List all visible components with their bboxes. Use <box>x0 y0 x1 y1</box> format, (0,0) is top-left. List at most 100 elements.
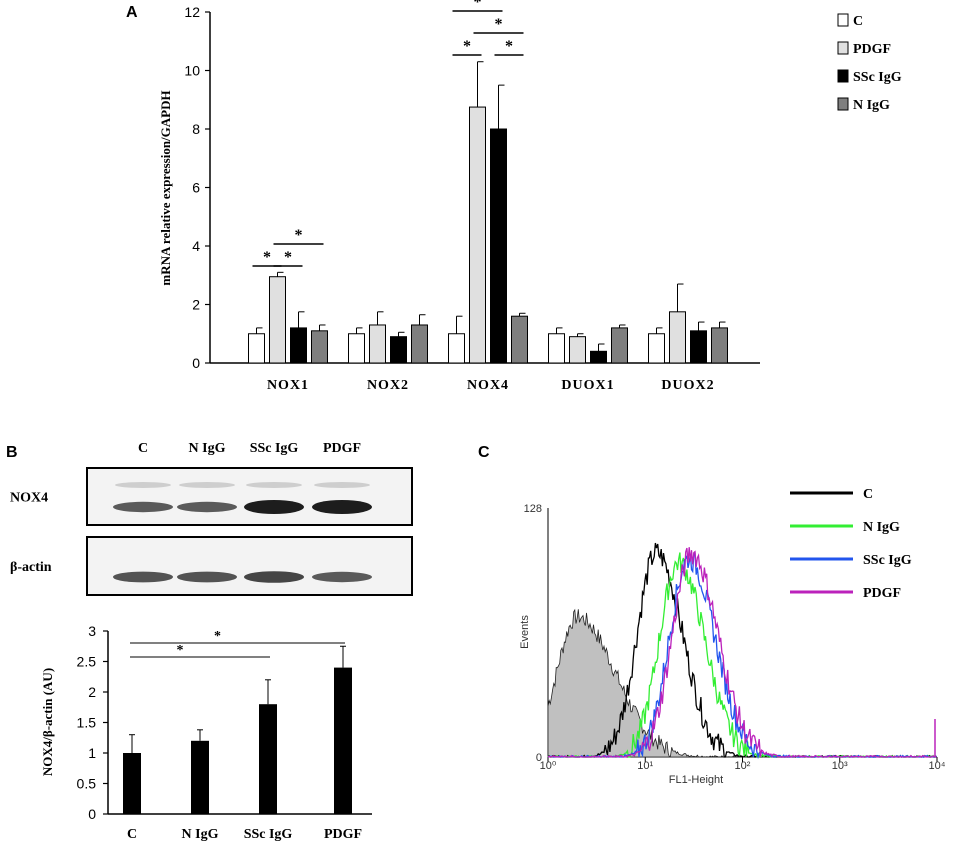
bar-pdgf <box>334 667 352 814</box>
panel-b-y-tick-label: 1.5 <box>77 715 97 731</box>
blot-band-nox4 <box>312 500 372 514</box>
bar-duox2-pdgf <box>669 311 686 364</box>
bar-nox1-n-igg <box>311 330 328 364</box>
significance-star: * <box>495 16 503 33</box>
bar-nox2-ssc-igg <box>390 336 407 364</box>
panel-a-x-tick-label-nox2: NOX2 <box>367 378 409 393</box>
bar-nox1-c <box>248 333 265 364</box>
bar-duox2-c <box>648 333 665 364</box>
panel-label-a: A <box>126 4 138 21</box>
blot-band-nox4 <box>244 500 304 514</box>
legend-label-c: C <box>853 14 863 29</box>
panel-c-x-tick-label: 10⁰ <box>540 760 557 772</box>
legend-label-n-igg: N IgG <box>853 98 890 113</box>
bar-n-igg <box>191 740 209 814</box>
legend-label-pdgf: PDGF <box>853 42 891 57</box>
blot-membrane-actin <box>86 536 413 596</box>
panel-a-y-tick-label: 2 <box>192 297 200 313</box>
panel-b-x-tick-label-c: C <box>127 827 137 842</box>
blot-row-label-actin: β-actin <box>10 560 52 575</box>
bar-ssc-igg <box>259 704 277 814</box>
panel-a-y-tick-label: 8 <box>192 121 200 137</box>
legend-label-pdgf: PDGF <box>863 586 901 601</box>
panel-b-y-tick-label: 0 <box>88 806 96 822</box>
panel-c-y-tick-label: 128 <box>524 503 542 515</box>
panel-a-y-tick-label: 12 <box>184 4 200 20</box>
blot-band-faint <box>314 482 370 488</box>
panel-a-y-tick-label: 4 <box>192 238 200 254</box>
blot-lane-label-n-igg: N IgG <box>189 441 226 456</box>
legend-swatch-n-igg <box>837 97 849 111</box>
bar-duox1-pdgf <box>569 336 586 364</box>
blot-band-actin <box>177 571 237 583</box>
significance-star: * <box>295 227 303 244</box>
panel-a-x-tick-label-nox1: NOX1 <box>267 378 309 393</box>
significance-star: * <box>214 629 221 644</box>
bar-nox4-n-igg <box>511 315 528 364</box>
panel-label-b: B <box>6 444 18 461</box>
significance-star: * <box>474 0 482 11</box>
legend-swatch-c <box>837 13 849 27</box>
panel-c-x-axis-label: FL1-Height <box>669 774 723 786</box>
bar-nox2-n-igg <box>411 324 428 364</box>
blot-band-faint <box>115 482 171 488</box>
panel-c-y-tick-label: 0 <box>536 752 542 764</box>
panel-c-x-tick-label: 10³ <box>832 760 848 772</box>
panel-b-y-tick-label: 3 <box>88 623 96 639</box>
significance-star: * <box>505 38 513 55</box>
panel-b-y-axis-label: NOX4/β-actin (AU) <box>40 668 55 776</box>
significance-star: * <box>284 249 292 266</box>
blot-band-actin <box>312 571 372 583</box>
panel-a-y-tick-label: 6 <box>192 180 200 196</box>
significance-star: * <box>177 643 184 658</box>
histogram-pdgf <box>547 547 937 759</box>
panel-b-chart: NOX4/β-actin (AU) 0 0.5 1 1.5 2 2.5 3 C N IgG SSc… <box>40 623 372 842</box>
western-blot: C N IgG SSc IgG PDGF NOX4 β-actin <box>10 441 413 596</box>
panel-label-c: C <box>478 444 490 461</box>
blot-band-actin <box>113 571 173 583</box>
panel-b-y-tick-label: 0.5 <box>77 776 97 792</box>
panel-c-x-tick-label: 10¹ <box>637 760 653 772</box>
panel-c-y-axis-label: Events <box>519 615 531 649</box>
bar-duox1-c <box>548 333 565 364</box>
panel-b-x-tick-label-ssc-igg: SSc IgG <box>244 827 293 842</box>
significance-star: * <box>263 249 271 266</box>
blot-band-nox4 <box>177 501 237 513</box>
bar-nox4-pdgf <box>469 106 486 364</box>
panel-b-y-tick-label: 1 <box>88 745 96 761</box>
bar-nox2-pdgf <box>369 324 386 364</box>
legend-label-ssc-igg: SSc IgG <box>863 553 912 568</box>
panel-c-legend: C N IgG SSc IgG PDGF <box>790 487 912 601</box>
panel-b-y-tick-label: 2 <box>88 684 96 700</box>
blot-band-actin <box>244 571 304 583</box>
legend-swatch-pdgf <box>837 41 849 55</box>
legend-label-n-igg: N IgG <box>863 520 900 535</box>
bar-c <box>123 753 141 814</box>
legend-swatch-ssc-igg <box>837 69 849 83</box>
legend-label-c: C <box>863 487 873 502</box>
blot-lane-label-ssc-igg: SSc IgG <box>250 441 299 456</box>
panel-a-x-tick-label-nox4: NOX4 <box>467 378 509 393</box>
bar-duox2-ssc-igg <box>690 330 707 364</box>
bar-nox1-pdgf <box>269 276 286 364</box>
panel-a-x-tick-label-duox2: DUOX2 <box>661 378 714 393</box>
legend-label-ssc-igg: SSc IgG <box>853 70 902 85</box>
panel-a-legend: C PDGF SSc IgG N IgG <box>837 13 902 113</box>
panel-b-x-tick-label-pdgf: PDGF <box>324 827 362 842</box>
panel-a-chart: mRNA relative expression/GAPDH 0 2 4 6 8 10 12… <box>158 0 760 393</box>
bar-duox2-n-igg <box>711 327 728 364</box>
blot-band-faint <box>246 482 302 488</box>
panel-a-y-tick-label: 0 <box>192 355 200 371</box>
panel-b-x-tick-label-n-igg: N IgG <box>182 827 219 842</box>
panel-c-x-tick-label: 10⁴ <box>929 760 946 772</box>
blot-lane-label-c: C <box>138 441 148 456</box>
bar-nox4-ssc-igg <box>490 128 507 364</box>
panel-a-y-axis-label: mRNA relative expression/GAPDH <box>158 90 173 285</box>
bar-duox1-n-igg <box>611 327 628 364</box>
significance-star: * <box>463 38 471 55</box>
bar-nox2-c <box>348 333 365 364</box>
blot-membrane-nox4 <box>86 467 413 526</box>
panel-a-y-tick-label: 10 <box>184 63 200 79</box>
blot-lane-label-pdgf: PDGF <box>323 441 361 456</box>
